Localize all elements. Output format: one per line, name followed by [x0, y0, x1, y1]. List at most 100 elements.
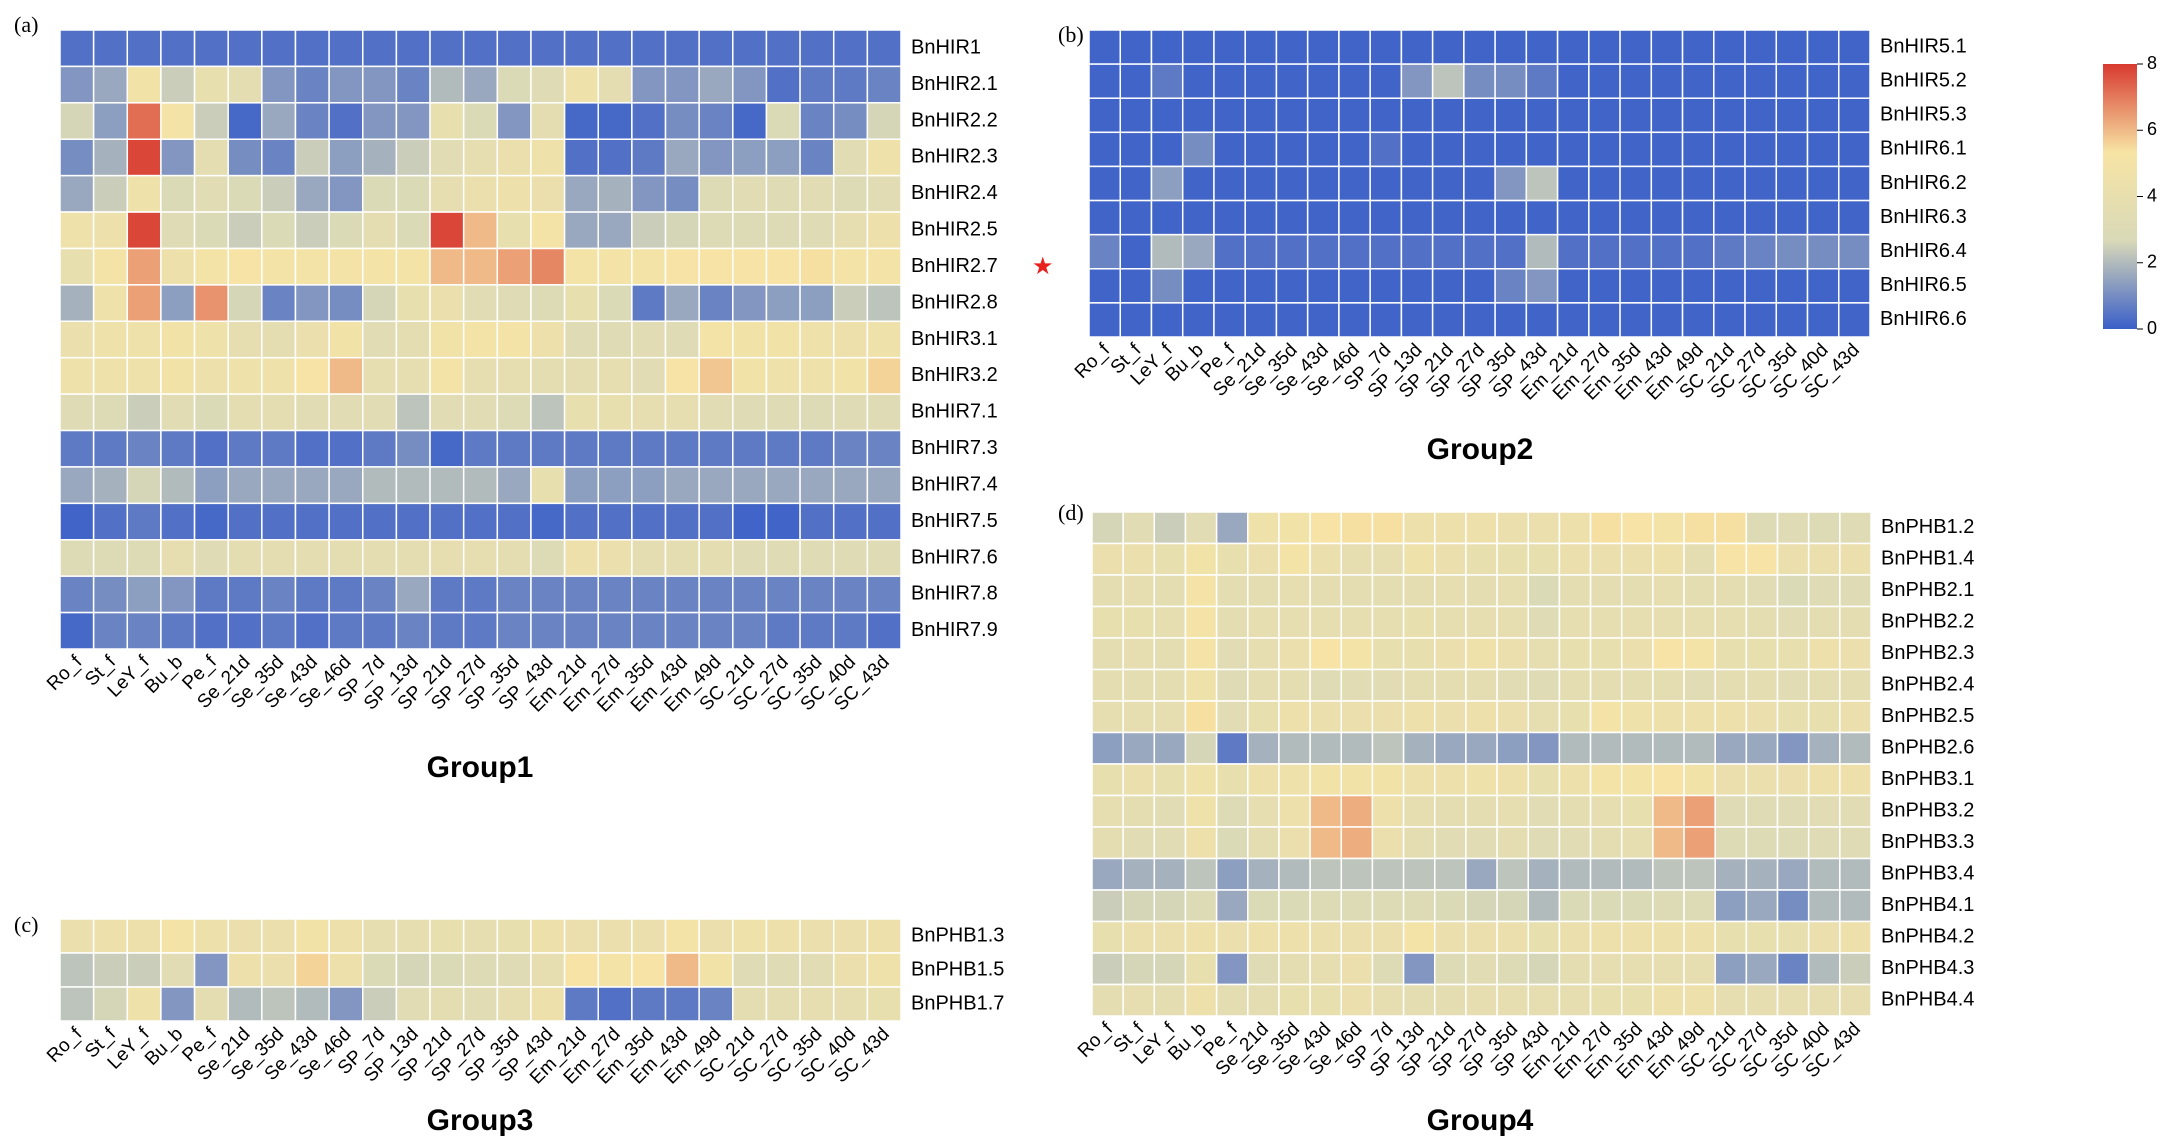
heatmap-cell — [1091, 637, 1124, 671]
heatmap-cell — [1525, 199, 1559, 236]
heatmap-cell — [126, 575, 162, 614]
heatmap-cell — [1713, 131, 1746, 168]
heatmap-cell — [1088, 63, 1121, 99]
heatmap-cell — [1558, 889, 1592, 923]
heatmap-cell — [1150, 165, 1184, 202]
heatmap-cell — [1558, 574, 1592, 608]
heatmap-cell — [1247, 668, 1280, 702]
heatmap-cell — [530, 320, 566, 359]
heatmap-cell — [59, 29, 95, 68]
heatmap-cell — [1244, 302, 1278, 338]
heatmap-cell — [462, 65, 499, 104]
heatmap-cell — [328, 211, 364, 250]
heatmap-cell — [832, 429, 869, 468]
heatmap-cell — [1683, 668, 1716, 702]
heatmap-cell — [1150, 302, 1184, 338]
heatmap-cell — [832, 611, 869, 650]
heatmap-cell — [261, 986, 297, 1022]
heatmap-cell — [1527, 511, 1561, 545]
heatmap-cell — [1184, 574, 1218, 608]
heatmap-cell — [496, 174, 532, 213]
heatmap-cell — [1431, 302, 1465, 338]
heatmap-cell — [664, 211, 700, 250]
heatmap-cell — [294, 138, 330, 177]
heatmap-cell — [732, 211, 768, 250]
heatmap-cell — [799, 918, 835, 954]
heatmap-cell — [1275, 29, 1309, 65]
heatmap-cell — [765, 102, 801, 140]
heatmap-cell — [193, 393, 229, 432]
heatmap-cell — [1776, 857, 1810, 891]
row-label: BnHIR6.4 — [1880, 240, 1967, 262]
heatmap-cell — [530, 952, 566, 988]
row-label: BnPHB2.1 — [1881, 579, 1974, 601]
heatmap-cell — [1434, 920, 1467, 954]
heatmap-cell — [664, 174, 700, 213]
heatmap-cell — [1838, 302, 1871, 338]
heatmap-cell — [1714, 574, 1748, 608]
heatmap-cell — [1309, 542, 1343, 576]
heatmap-cell — [1150, 199, 1184, 236]
heatmap-cell — [1807, 574, 1841, 608]
heatmap-cell — [799, 138, 835, 177]
heatmap-cell — [1776, 542, 1810, 576]
heatmap-cell — [1681, 131, 1715, 168]
heatmap-cell — [261, 393, 297, 432]
heatmap-cell — [1150, 29, 1184, 65]
heatmap-cell — [92, 952, 129, 988]
heatmap-cell — [1681, 268, 1715, 304]
heatmap-cell — [1589, 826, 1623, 860]
heatmap-cell — [1839, 605, 1872, 639]
heatmap-cell — [1496, 511, 1529, 545]
row-label: BnHIR2.8 — [911, 291, 998, 313]
heatmap-cell — [1776, 668, 1810, 702]
heatmap-cell — [1153, 700, 1187, 734]
heatmap-cell — [1589, 889, 1623, 923]
heatmap-cell — [1527, 605, 1561, 639]
heatmap-cell — [92, 429, 129, 468]
heatmap-cell — [1402, 542, 1436, 576]
heatmap-cell — [92, 539, 129, 577]
heatmap-cell — [1247, 574, 1280, 608]
heatmap-cell — [1807, 920, 1841, 954]
heatmap-cell — [1714, 826, 1748, 860]
panel-label: (d) — [1058, 500, 1084, 525]
column-label: Bu_b — [141, 1024, 187, 1070]
heatmap-cell — [631, 211, 667, 250]
row-label: BnPHB1.3 — [911, 924, 1004, 946]
row-label: BnHIR6.2 — [1880, 172, 1967, 194]
heatmap-cell — [765, 29, 801, 68]
heatmap-cell — [1309, 889, 1343, 923]
heatmap-cell — [59, 102, 95, 140]
heatmap-cell — [1122, 826, 1156, 860]
heatmap-cell — [1496, 920, 1529, 954]
heatmap-cell — [92, 320, 129, 359]
row-label: BnHIR6.5 — [1880, 274, 1967, 296]
heatmap-cell — [193, 986, 229, 1022]
heatmap-cell — [732, 356, 768, 395]
heatmap-cell — [1496, 952, 1529, 986]
heatmap-cell — [160, 986, 196, 1022]
heatmap-cell — [1091, 731, 1124, 765]
heatmap-cell — [597, 174, 633, 213]
heatmap-cell — [530, 502, 566, 541]
heatmap-cell — [1369, 29, 1403, 65]
row-label: BnPHB2.3 — [1881, 642, 1974, 664]
heatmap-cell — [1589, 574, 1623, 608]
row-label: BnPHB1.2 — [1881, 516, 1974, 538]
heatmap-cell — [496, 539, 532, 577]
heatmap-cell — [1119, 302, 1153, 338]
heatmap-cell — [462, 611, 499, 650]
heatmap-cell — [362, 611, 398, 650]
heatmap-cell — [1558, 668, 1592, 702]
heatmap-cell — [429, 466, 465, 505]
heatmap-cell — [395, 502, 431, 541]
heatmap-cell — [227, 429, 263, 468]
heatmap-cell — [328, 429, 364, 468]
heatmap-cell — [1713, 268, 1746, 304]
heatmap-cell — [1556, 302, 1590, 338]
heatmap-cell — [1340, 857, 1374, 891]
heatmap-cell — [362, 575, 398, 614]
heatmap-cell — [732, 986, 768, 1022]
heatmap-cell — [1807, 637, 1841, 671]
